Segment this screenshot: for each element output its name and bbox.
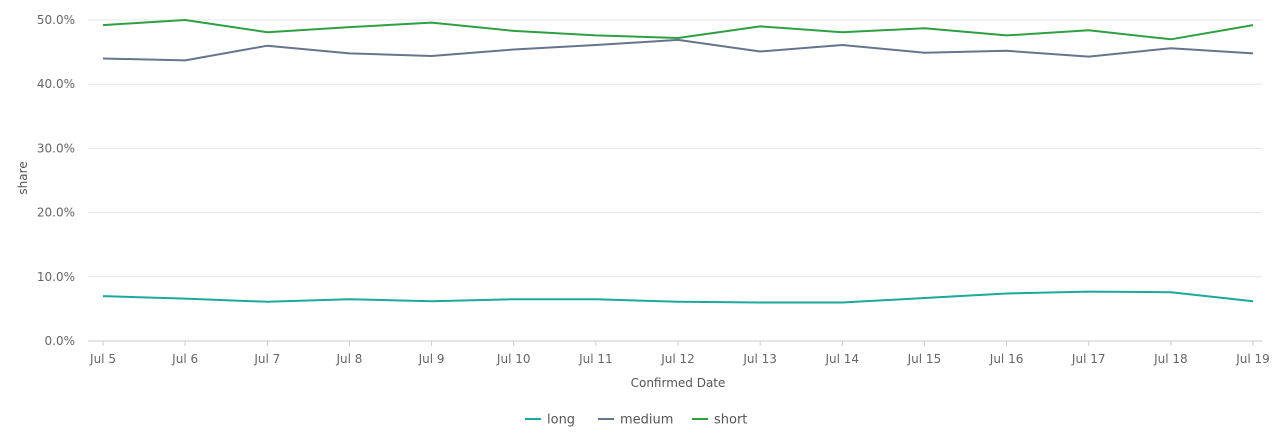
series-line-long: [102, 290, 1254, 304]
x-tick-label: Jul 18: [1153, 352, 1188, 366]
x-tick-label: Jul 7: [253, 352, 280, 366]
legend-label: medium: [620, 413, 673, 428]
x-tick-label: Jul 15: [907, 352, 942, 366]
x-tick-label: Jul 5: [89, 352, 116, 366]
x-tick-label: Jul 13: [742, 352, 777, 366]
x-tick-label: Jul 9: [418, 352, 445, 366]
legend-item-long[interactable]: long: [525, 413, 575, 428]
series-line-short: [102, 19, 1254, 41]
series-lines: [102, 19, 1254, 304]
x-tick-label: Jul 11: [578, 352, 613, 366]
y-tick-label: 40.0%: [37, 77, 75, 91]
y-tick-label: 50.0%: [37, 13, 75, 27]
x-axis-ticks: Jul 5 Jul 6 Jul 7 Jul 8 Jul 9 Jul 10 Jul 11 Jul…: [89, 341, 1270, 366]
x-tick-label: Jul 12: [660, 352, 695, 366]
grid-lines: [88, 19, 1262, 342]
x-tick-label: Jul 16: [989, 352, 1024, 366]
x-tick-label: Jul 19: [1235, 352, 1270, 366]
y-tick-label: 10.0%: [37, 270, 75, 284]
x-tick-label: Jul 8: [335, 352, 362, 366]
x-tick-label: Jul 10: [496, 352, 531, 366]
legend-label: short: [714, 413, 747, 428]
y-tick-label: 0.0%: [45, 334, 76, 348]
series-line-medium: [102, 38, 1254, 62]
x-axis-title: Confirmed Date: [631, 376, 726, 390]
x-tick-label: Jul 6: [171, 352, 198, 366]
legend-item-medium[interactable]: medium: [598, 413, 673, 428]
legend-item-short[interactable]: short: [692, 413, 747, 428]
x-tick-label: Jul 17: [1071, 352, 1106, 366]
y-axis-ticks: 0.0% 10.0% 20.0% 30.0% 40.0% 50.0%: [37, 13, 75, 348]
y-tick-label: 20.0%: [37, 206, 75, 220]
legend-label: long: [547, 413, 575, 428]
x-tick-label: Jul 14: [825, 352, 860, 366]
legend: long medium short: [525, 413, 747, 428]
y-tick-label: 30.0%: [37, 141, 75, 155]
y-axis-title: share: [16, 161, 30, 194]
